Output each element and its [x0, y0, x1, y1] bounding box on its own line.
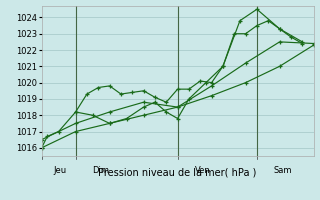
Text: Jeu: Jeu: [53, 166, 66, 175]
X-axis label: Pression niveau de la mer( hPa ): Pression niveau de la mer( hPa ): [99, 167, 257, 177]
Text: Dim: Dim: [92, 166, 109, 175]
Text: Ven: Ven: [195, 166, 210, 175]
Text: Sam: Sam: [274, 166, 292, 175]
